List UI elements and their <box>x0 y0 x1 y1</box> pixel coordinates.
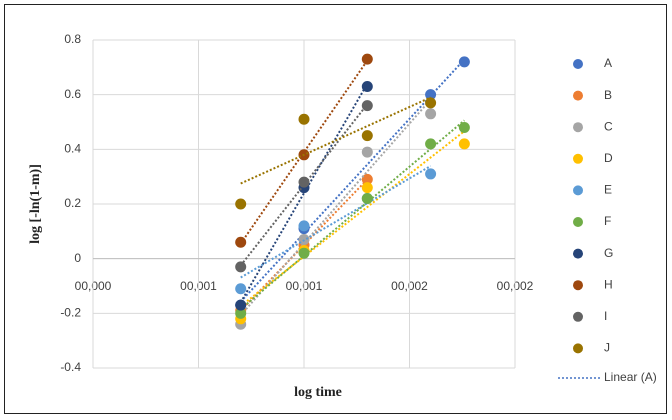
point <box>235 236 247 248</box>
y-tick-label: 0.8 <box>64 32 81 46</box>
y-tick-label: 0 <box>74 251 81 265</box>
point <box>425 108 437 120</box>
point <box>361 193 373 205</box>
legend-label: J <box>604 341 610 355</box>
point <box>235 198 247 210</box>
legend-label: E <box>604 183 612 197</box>
point <box>458 121 470 133</box>
trendline <box>239 59 369 245</box>
trendline <box>240 130 465 307</box>
legend-marker <box>573 217 583 227</box>
trendline <box>240 165 432 279</box>
point <box>235 307 247 319</box>
y-tick-label: 0.6 <box>64 87 81 101</box>
y-axis-title: log [-ln(1-m)] <box>28 164 43 244</box>
point <box>235 299 247 311</box>
point <box>361 146 373 158</box>
legend-label: C <box>604 119 613 133</box>
point <box>361 130 373 142</box>
legend-label: D <box>604 151 613 165</box>
y-tick-label: 0.2 <box>64 196 81 210</box>
point <box>298 176 310 188</box>
point <box>298 113 310 125</box>
legend-marker <box>573 248 583 259</box>
point <box>361 182 373 194</box>
legend-label: A <box>604 56 612 70</box>
y-tick-label: -0.4 <box>60 360 81 374</box>
legend-label: I <box>604 309 607 323</box>
legend-marker <box>573 311 583 322</box>
legend-marker <box>573 90 583 101</box>
legend-label: H <box>604 277 613 291</box>
point <box>361 100 373 112</box>
legend-label: G <box>604 246 613 260</box>
point <box>425 97 437 109</box>
x-axis-title: log time <box>294 385 342 400</box>
point <box>425 89 437 101</box>
point <box>235 283 247 295</box>
legend-marker <box>573 122 583 133</box>
legend-label: Linear (A) <box>604 370 657 384</box>
trendline <box>240 119 466 310</box>
point <box>298 247 310 259</box>
legend-label: B <box>604 88 612 102</box>
legend-marker <box>573 153 583 164</box>
legend-marker <box>573 280 583 291</box>
point <box>361 173 373 185</box>
legend-marker <box>573 59 583 69</box>
point <box>425 138 437 150</box>
point <box>361 53 373 65</box>
trendline <box>239 58 466 303</box>
legend-marker <box>573 185 583 196</box>
point <box>458 56 470 68</box>
trendline <box>240 96 432 185</box>
y-tick-label: 0.4 <box>64 142 81 156</box>
point <box>458 138 470 150</box>
legend-marker <box>573 343 583 354</box>
point <box>425 168 437 180</box>
y-tick-label: -0.2 <box>60 306 81 320</box>
point <box>298 220 310 232</box>
point <box>361 80 373 92</box>
frame <box>4 4 667 414</box>
legend-label: F <box>604 214 611 228</box>
point <box>235 261 247 273</box>
